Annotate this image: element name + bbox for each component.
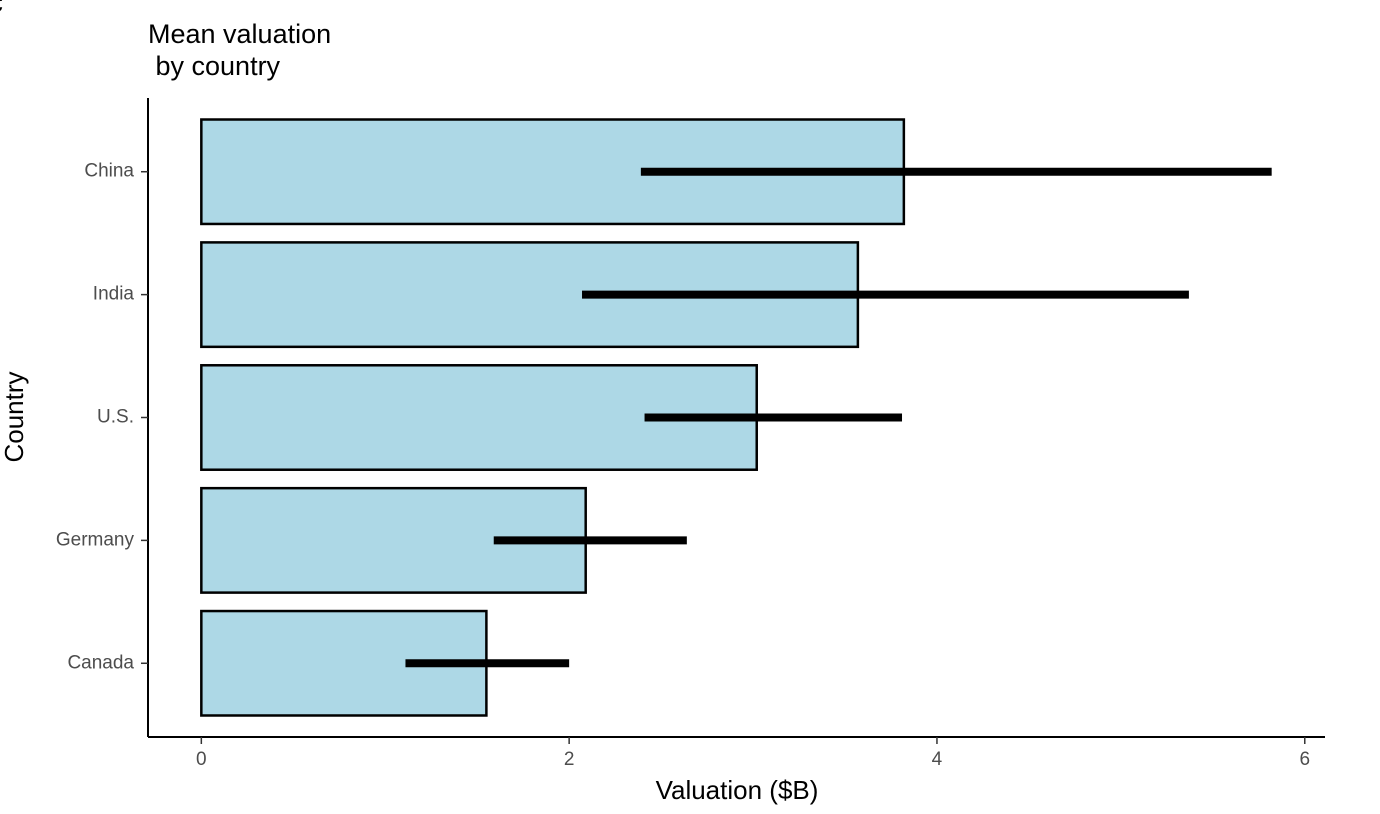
y-tick-label: U.S. xyxy=(97,407,134,428)
x-tick-label: 0 xyxy=(196,749,207,770)
x-tick-label: 6 xyxy=(1299,749,1310,770)
y-tick-label: India xyxy=(93,284,135,305)
y-tick-label: China xyxy=(84,161,134,182)
x-tick-label: 4 xyxy=(932,749,943,770)
x-axis-label: Valuation ($B) xyxy=(656,775,819,805)
x-tick-label: 2 xyxy=(564,749,575,770)
y-tick-label: Canada xyxy=(67,652,134,673)
y-tick-label: Germany xyxy=(56,529,135,550)
y-axis-label: Country xyxy=(0,371,29,462)
chart-title: Mean valuation by country xyxy=(148,19,332,81)
panel-label: c xyxy=(0,0,3,20)
